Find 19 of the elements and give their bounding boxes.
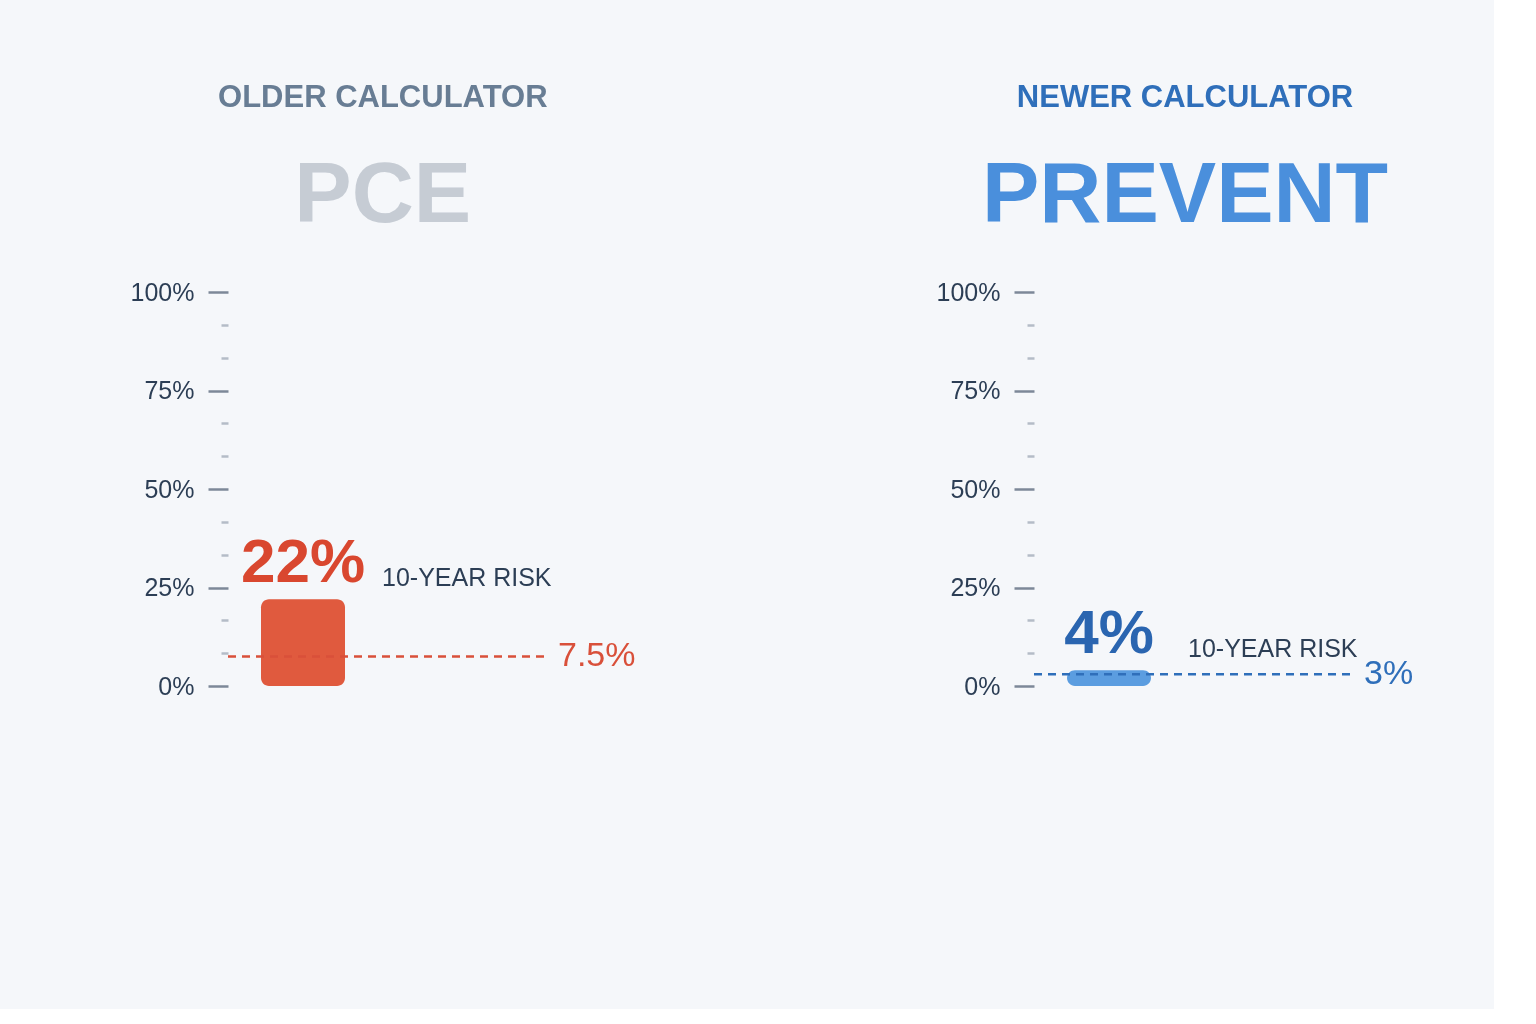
- y-tick-label: 25%: [144, 573, 195, 601]
- y-tick-label: 75%: [144, 376, 195, 404]
- ref-line-label: 7.5%: [558, 635, 636, 674]
- y-tick-label: 75%: [950, 376, 1001, 404]
- y-tick-label: 50%: [144, 474, 195, 503]
- data-label: 4%: [1064, 597, 1154, 667]
- y-tick-label: 0%: [158, 671, 195, 700]
- y-tick-label: 50%: [950, 474, 1001, 503]
- data-label: 22%: [240, 526, 366, 596]
- chart-title: NEWER CALCULATOR: [1016, 79, 1354, 114]
- chart-title: OLDER CALCULATOR: [218, 79, 548, 114]
- chart-subtitle: PREVENT: [981, 144, 1389, 240]
- y-tick-label: 25%: [950, 573, 1001, 601]
- y-tick-label: 100%: [936, 277, 1001, 306]
- annotation: 10-YEAR RISK: [382, 563, 552, 592]
- y-tick-label: 0%: [964, 671, 1001, 700]
- ref-line-label: 3%: [1364, 653, 1414, 692]
- y-tick-label: 100%: [130, 277, 195, 306]
- annotation: 10-YEAR RISK: [1188, 634, 1358, 663]
